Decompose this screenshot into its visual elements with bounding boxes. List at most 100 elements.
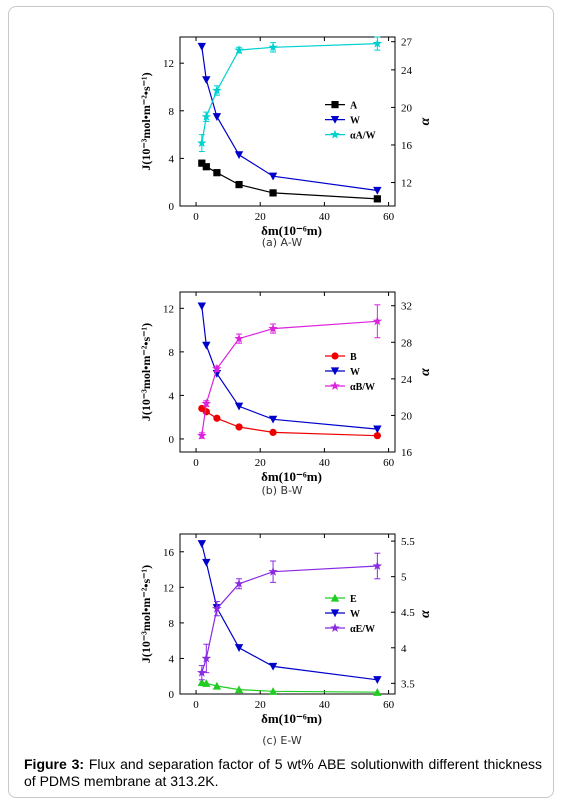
legend-label: E: [350, 594, 357, 605]
y2-tick-label: 24: [401, 65, 413, 77]
data-point-2-0: [197, 667, 207, 677]
plot-frame: [179, 291, 396, 453]
data-point-1-1: [202, 76, 211, 85]
data-point-0-2: [212, 681, 222, 690]
x-tick-label: 0: [193, 699, 199, 711]
y2-tick-label: 5: [401, 572, 407, 584]
x-axis-label: δm(10⁻⁶m): [261, 223, 322, 238]
figure-frame: [8, 6, 554, 798]
chart-e-w: 0 20 40 60 0 4 8 12 16 3.5 4 4.5 5 5.5 δm(10⁻⁶m) J(10⁻³…: [139, 533, 433, 726]
data-point-1-1: [202, 558, 211, 567]
y2-tick-label: 32: [401, 301, 412, 313]
y2-tick-label: 20: [401, 410, 413, 422]
x-axis-label: δm(10⁻⁶m): [261, 469, 322, 484]
chart-b-w: 0 20 40 60 0 4 8 12 16 20 24 28 32 δm(10⁻⁶m) J(10⁻³mol…: [139, 291, 433, 484]
legend-label: αB/W: [350, 382, 375, 393]
y2-tick-label: 16: [401, 447, 413, 459]
data-point-0-3: [235, 180, 243, 189]
y-tick-label: 8: [169, 618, 175, 630]
series-line-1: [201, 306, 378, 430]
data-point-2-2: [212, 85, 222, 95]
data-point-1-1: [202, 341, 211, 350]
y-tick-label: 0: [169, 434, 175, 446]
y2-tick-label: 12: [401, 178, 412, 190]
data-point-1-3: [234, 151, 244, 160]
legend-marker: [330, 381, 340, 390]
legend-marker: [330, 593, 340, 602]
y-tick-label: 12: [163, 303, 174, 315]
x-tick-label: 40: [319, 211, 331, 223]
legend-label: αE/W: [350, 624, 375, 635]
series-line-0: [201, 408, 378, 437]
y2-axis-label: α: [418, 117, 433, 125]
legend-marker: [330, 116, 340, 124]
x-tick-label: 40: [319, 457, 331, 469]
data-point-0-4: [268, 687, 278, 695]
x-tick-label: 0: [193, 211, 199, 223]
y-tick-label: 4: [169, 153, 175, 165]
data-point-0-5: [373, 688, 382, 696]
data-point-0-5: [373, 432, 381, 440]
y2-tick-label: 4.5: [401, 607, 415, 619]
legend-label: A: [350, 101, 358, 112]
y-axis-label: J(10⁻³mol•m⁻²•s⁻¹): [139, 565, 153, 663]
data-point-2-4: [268, 566, 278, 576]
plot-frame: [179, 533, 396, 695]
data-point-1-0: [197, 42, 207, 51]
series-line-0: [201, 681, 378, 693]
chart-a-w: 0 20 40 60 0 4 8 12 12 16 20 24 27 δm(10⁻⁶m) J(10⁻³mol…: [139, 36, 433, 238]
x-axis-label: δm(10⁻⁶m): [261, 711, 322, 726]
x-tick-label: 0: [193, 457, 199, 469]
data-point-2-5: [372, 316, 383, 326]
y-tick-label: 16: [163, 547, 175, 559]
data-point-0-1: [202, 679, 211, 687]
data-point-0-2: [213, 414, 221, 422]
y2-tick-label: 24: [401, 374, 413, 386]
x-tick-label: 20: [255, 699, 267, 711]
data-point-1-4: [268, 662, 278, 671]
x-tick-label: 60: [383, 211, 395, 223]
panel-caption-a: (a) A-W: [261, 236, 303, 249]
data-point-2-1: [201, 398, 212, 408]
panel-caption-c: (c) E-W: [262, 734, 302, 747]
data-point-1-3: [234, 644, 244, 652]
series-line-1: [201, 46, 378, 192]
data-point-1-5: [373, 676, 382, 684]
data-point-0-4: [269, 189, 277, 197]
x-tick-label: 60: [383, 699, 395, 711]
data-point-1-4: [268, 172, 278, 181]
data-point-2-2: [212, 603, 222, 613]
x-tick-label: 40: [319, 699, 331, 711]
data-point-2-3: [234, 45, 244, 55]
data-point-2-4: [268, 42, 278, 52]
data-point-0-3: [235, 423, 243, 431]
y2-tick-label: 27: [401, 37, 413, 49]
data-point-1-2: [212, 113, 222, 121]
y-axis-label: J(10⁻³mol•m⁻²•s⁻¹): [139, 323, 153, 421]
legend-marker: [330, 129, 340, 139]
legend-marker: [331, 101, 339, 109]
x-tick-label: 20: [255, 211, 267, 223]
y2-tick-label: 16: [401, 140, 413, 152]
legend-label: B: [350, 352, 357, 363]
data-point-0-4: [269, 428, 277, 437]
data-point-1-5: [373, 186, 382, 195]
series-line-2: [201, 320, 378, 436]
y2-tick-label: 20: [401, 102, 413, 114]
data-point-1-0: [197, 540, 207, 548]
legend-marker: [330, 609, 340, 618]
data-point-1-5: [373, 425, 382, 434]
y-tick-label: 8: [169, 347, 175, 359]
series-line-0: [201, 162, 378, 200]
y2-tick-label: 5.5: [401, 536, 415, 548]
figure-caption-label: Figure 3:: [24, 756, 85, 772]
legend-label: W: [350, 609, 360, 620]
data-point-2-2: [212, 363, 222, 373]
data-point-1-4: [268, 415, 278, 424]
x-tick-label: 20: [255, 457, 267, 469]
data-point-0-3: [234, 685, 244, 694]
y2-tick-label: 28: [401, 337, 413, 349]
data-point-2-0: [197, 138, 207, 148]
legend-label: W: [350, 116, 360, 127]
data-point-0-0: [198, 159, 206, 167]
